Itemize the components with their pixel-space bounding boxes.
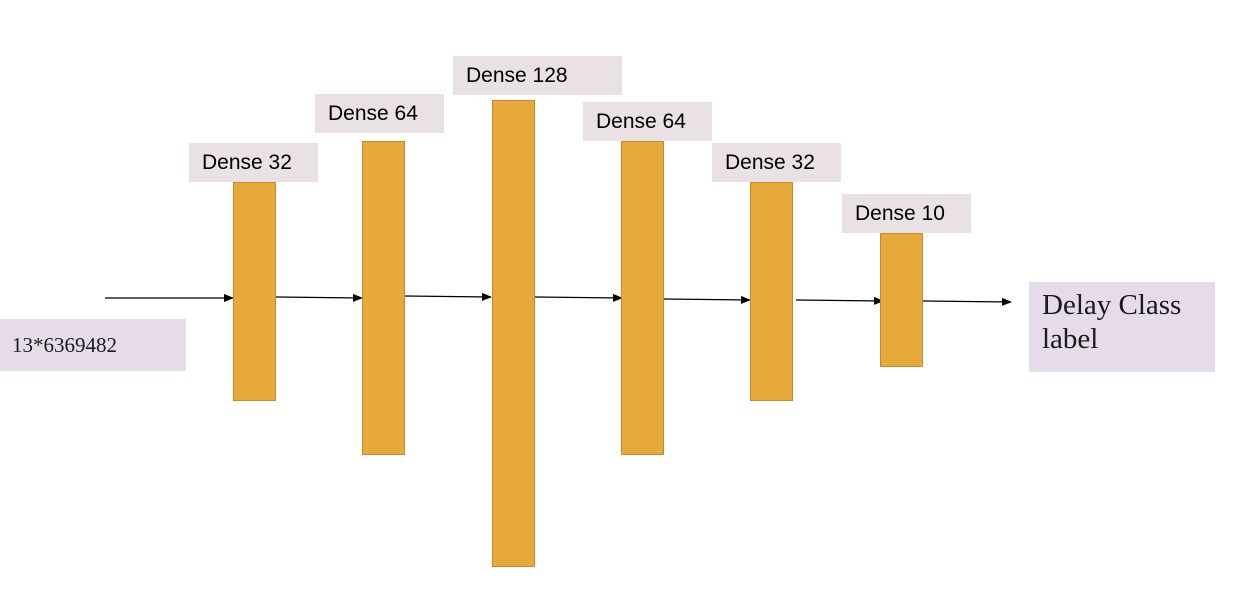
- layer-4-bar: [621, 141, 664, 455]
- arrow-layer-5-to-layer-6: [795, 296, 884, 305]
- layer-3-bar: [492, 100, 535, 567]
- layer-1-label: Dense 32: [189, 143, 318, 182]
- layer-5-bar: [750, 182, 793, 401]
- arrow-layer-2-to-layer-3: [404, 292, 492, 301]
- layer-2-bar: [362, 141, 405, 455]
- layer-6-label: Dense 10: [842, 194, 971, 233]
- output-label-line-1: Delay Class: [1042, 289, 1182, 321]
- output-label: Delay Class label: [1029, 282, 1215, 372]
- input-shape-label: 13*6369482: [0, 319, 186, 371]
- layer-5-label: Dense 32: [712, 143, 841, 182]
- arrow-layer-1-to-layer-2: [275, 293, 363, 302]
- output-label-line-2: label: [1042, 323, 1099, 355]
- layer-4-label: Dense 64: [583, 102, 712, 141]
- arrow-layer-6-to-output: [922, 297, 1012, 306]
- arrow-layer-3-to-layer-4: [534, 293, 623, 302]
- layer-3-label: Dense 128: [453, 56, 622, 95]
- arrow-layer-4-to-layer-5: [663, 295, 751, 304]
- layer-1-bar: [233, 182, 276, 401]
- layer-6-bar: [880, 233, 923, 367]
- layer-2-label: Dense 64: [315, 94, 444, 133]
